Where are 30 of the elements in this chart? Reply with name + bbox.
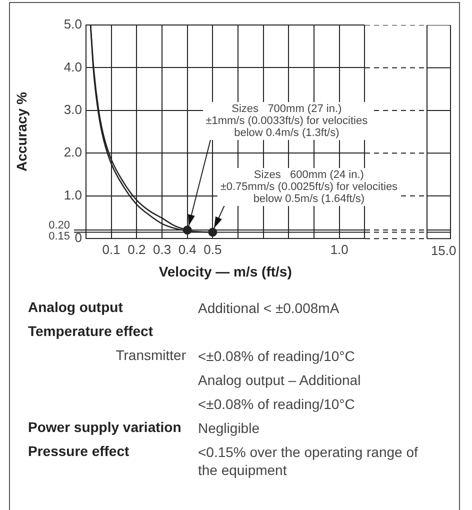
x-tick-label: 0.2 [128, 242, 146, 257]
text: Negligible [198, 420, 260, 436]
category-label: Temperature effect [28, 323, 154, 341]
x-tick-label: 0.1 [102, 242, 120, 257]
y-tick-label: 2.0 [64, 144, 82, 160]
y-tick-label: 5.0 [64, 16, 82, 32]
x-tick-label: 1.0 [330, 242, 348, 257]
text: <±0.08% of reading/10°C [198, 396, 355, 412]
x-tick-label: 0.5 [204, 242, 222, 257]
ref-line-label: 0.20 [48, 220, 70, 232]
y-tick-label: 3.0 [64, 102, 82, 118]
y-tick-label: 1.0 [64, 187, 82, 202]
x-tick-label: 0.3 [152, 242, 172, 257]
annotation: Sizes 600mm (24 in.) ±0.75mm/s (0.0025ft/s) for velocities below 0.5m/s (1.64ft/s) [217, 168, 401, 206]
text: <0.15% over the operating range of the equipment [198, 444, 418, 478]
y-tick-label: 0 [74, 230, 82, 246]
text: Additional < ±0.008mA [198, 300, 340, 316]
ref-line-label: 0.15 [48, 230, 70, 243]
text: 15.0 [430, 242, 456, 258]
x-tick-label: 0.4 [178, 242, 196, 257]
text: Analog output – Additional [198, 372, 361, 388]
y-tick-label: 4.0 [64, 59, 82, 74]
y-axis-title: Accuracy % [13, 92, 30, 172]
category-label: Transmitter [114, 347, 187, 365]
annotation: Sizes 700mm (27 in.) ±1mm/s (0.0033ft/s) for velocities below 0.4m/s (1.3ft/s) [202, 102, 371, 140]
category-label: Analog output [28, 299, 124, 317]
category-label: Pressure effect [28, 443, 130, 461]
category-label: Power supply variation [28, 419, 182, 437]
x-axis-title: Velocity — m/s (ft/s) [158, 263, 292, 280]
text: <±0.08% of reading/10°C [198, 348, 355, 364]
